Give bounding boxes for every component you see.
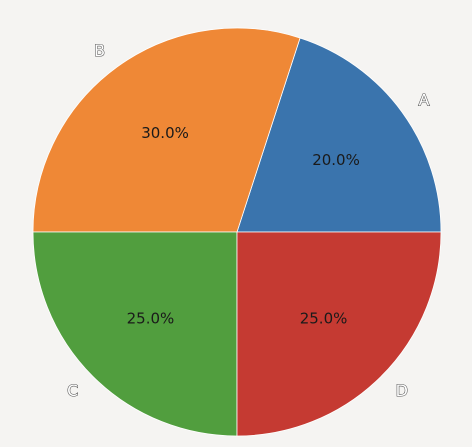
pie-slice-d bbox=[236, 231, 442, 437]
pie-slice-c bbox=[32, 231, 238, 437]
pie-labels: A 20.0% B 30.0% C 25.0% D 25.0% bbox=[67, 40, 430, 400]
slice-label-d: D bbox=[396, 381, 408, 400]
pie-slice-a bbox=[236, 37, 442, 233]
slice-label-a: A bbox=[419, 91, 430, 110]
slice-percent-d: 25.0% bbox=[300, 310, 348, 328]
slice-percent-a: 20.0% bbox=[312, 151, 360, 169]
pie-slices bbox=[32, 27, 442, 437]
pie-slice-b bbox=[32, 27, 301, 233]
slice-percent-c: 25.0% bbox=[127, 310, 175, 328]
slice-label-b: B bbox=[94, 41, 105, 60]
slice-label-c: C bbox=[67, 381, 78, 400]
slice-percent-b: 30.0% bbox=[141, 124, 189, 142]
